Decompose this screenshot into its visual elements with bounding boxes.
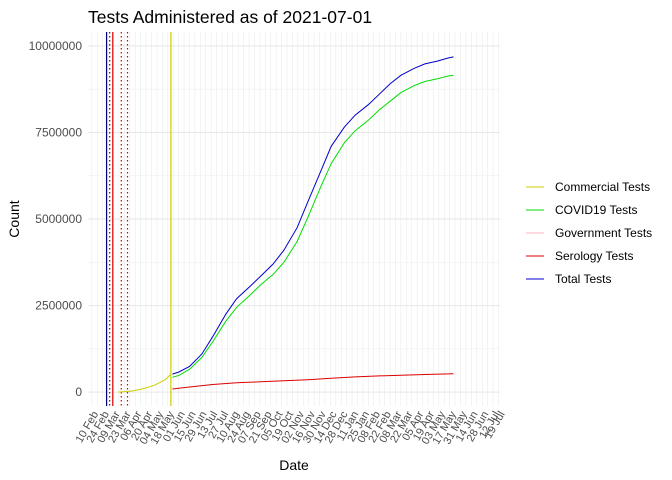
- legend-label: Total Tests: [555, 272, 611, 286]
- x-axis-title: Date: [279, 457, 309, 473]
- chart-title: Tests Administered as of 2021-07-01: [88, 7, 372, 27]
- series-line-serology-tests: [172, 373, 454, 390]
- y-tick-label: 0: [75, 385, 82, 399]
- legend-label: Commercial Tests: [555, 180, 650, 194]
- legend-label: COVID19 Tests: [555, 203, 637, 217]
- y-tick-label: 5000000: [35, 212, 82, 226]
- y-tick-label: 2500000: [35, 299, 82, 313]
- legend-label: Government Tests: [555, 226, 652, 240]
- y-tick-label: 7500000: [35, 125, 82, 139]
- legend-label: Serology Tests: [555, 249, 634, 263]
- series-line-commercial-tests: [118, 373, 172, 393]
- series-line-total-tests: [172, 56, 454, 375]
- y-tick-label: 10000000: [29, 39, 83, 53]
- y-axis-title: Count: [6, 200, 22, 237]
- series-line-covid19-tests: [172, 74, 454, 378]
